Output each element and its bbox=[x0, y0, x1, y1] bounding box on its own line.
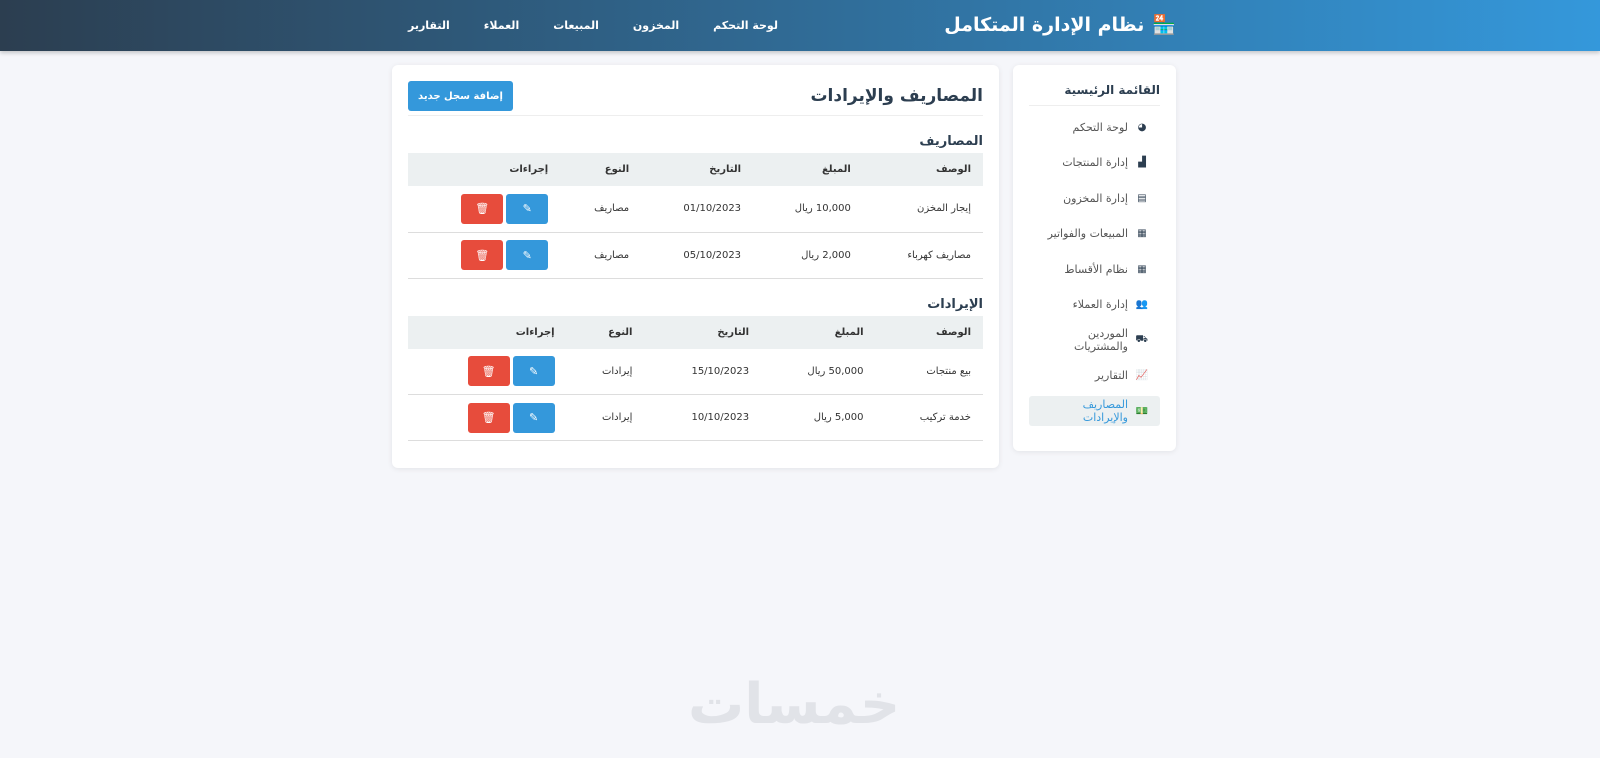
sidebar-item-label: إدارة العملاء bbox=[1072, 298, 1128, 311]
trash-icon: 🗑 bbox=[475, 203, 490, 216]
sidebar-title: القائمة الرئيسية bbox=[1029, 83, 1160, 106]
column-header: الوصف bbox=[862, 153, 983, 186]
edit-button[interactable]: ✎ bbox=[506, 193, 549, 224]
menu-icon: 📈 bbox=[1135, 370, 1148, 381]
table-row: إيجار المخزن 10,000 ريال 01/10/2023 مصاريف ✎… bbox=[408, 186, 983, 233]
delete-button[interactable]: 🗑 bbox=[467, 402, 510, 433]
sidebar-item-label: التقارير bbox=[1094, 369, 1128, 382]
edit-icon: ✎ bbox=[528, 412, 539, 424]
cell: مصاريف bbox=[560, 232, 642, 279]
trash-icon: 🗑 bbox=[481, 365, 496, 378]
menu-icon: ▤ bbox=[1137, 192, 1147, 204]
delete-button[interactable]: 🗑 bbox=[461, 193, 504, 224]
edit-icon: ✎ bbox=[528, 365, 539, 378]
cell: إيجار المخزن bbox=[862, 186, 983, 233]
sidebar-item[interactable]: 👥 إدارة العملاء bbox=[1029, 290, 1160, 320]
cell: 10,000 ريال bbox=[753, 186, 863, 233]
table-row: بيع منتجات 50,000 ريال 15/10/2023 إيرادات ✎ 🗑 bbox=[408, 348, 983, 395]
menu-icon: ▦ bbox=[1137, 263, 1147, 275]
menu-icon: ◕ bbox=[1137, 121, 1147, 133]
cell: 5,000 ريال bbox=[761, 394, 876, 441]
main-panel: المصاريف والإيرادات إضافة سجل جديد المصا… bbox=[392, 65, 999, 468]
sidebar-item-label: المصاريف والإيرادات bbox=[1082, 398, 1128, 424]
column-header: النوع bbox=[566, 315, 645, 349]
column-header: إجراءات bbox=[408, 315, 567, 349]
cell: إيرادات bbox=[566, 348, 645, 395]
column-header: التاريخ bbox=[641, 153, 754, 186]
sidebar: القائمة الرئيسية ◕ لوحة التحكم ▟ إدارة المن… bbox=[1013, 65, 1176, 451]
table-row: مصاريف كهرباء 2,000 ريال 05/10/2023 مصاريف ✎… bbox=[408, 232, 983, 279]
sidebar-item[interactable]: ▤ إدارة المخزون bbox=[1029, 183, 1160, 213]
sidebar-item[interactable]: ▟ إدارة المنتجات bbox=[1029, 148, 1160, 178]
cell: خدمة تركيب bbox=[875, 394, 983, 441]
edit-icon: ✎ bbox=[522, 249, 532, 262]
nav-link[interactable]: المبيعات bbox=[553, 19, 599, 32]
nav-links: لوحة التحكم المخزون المبيعات العملاء التقاري… bbox=[408, 19, 778, 32]
sidebar-item-label: لوحة التحكم bbox=[1072, 120, 1128, 134]
menu-icon: ▦ bbox=[1137, 228, 1147, 239]
edit-button[interactable]: ✎ bbox=[512, 356, 555, 387]
watermark-logo: خمسات bbox=[688, 672, 901, 737]
menu-icon: ▟ bbox=[1138, 157, 1146, 168]
cell: إيرادات bbox=[566, 394, 645, 441]
cell: 15/10/2023 bbox=[644, 348, 762, 395]
menu-icon: ⛟ bbox=[1135, 333, 1148, 345]
menu-icon: 💵 bbox=[1135, 405, 1148, 417]
expenses-table: الوصف المبلغ التاريخ النوع إجراءات إيجار المخ… bbox=[408, 153, 983, 279]
sidebar-item-label: نظام الأقساط bbox=[1064, 262, 1128, 276]
sidebar-item-label: الموردين والمشتريات bbox=[1073, 327, 1128, 353]
sidebar-item[interactable]: ▦ المبيعات والفواتير bbox=[1029, 219, 1160, 249]
cell: 01/10/2023 bbox=[641, 186, 754, 233]
sidebar-item[interactable]: ⛟ الموردين والمشتريات bbox=[1029, 325, 1160, 355]
edit-button[interactable]: ✎ bbox=[506, 240, 549, 270]
column-header: المبلغ bbox=[761, 315, 876, 349]
delete-button[interactable]: 🗑 bbox=[461, 240, 504, 270]
revenues-table: الوصف المبلغ التاريخ النوع إجراءات بيع منتجات… bbox=[408, 315, 983, 441]
sidebar-item-label: إدارة المخزون bbox=[1063, 191, 1128, 205]
cell: مصاريف bbox=[560, 186, 642, 233]
sidebar-item-label: إدارة المنتجات bbox=[1062, 156, 1128, 169]
nav-link[interactable]: المخزون bbox=[632, 19, 680, 32]
cell: بيع منتجات bbox=[875, 348, 983, 395]
sidebar-item[interactable]: ◕ لوحة التحكم bbox=[1029, 112, 1160, 142]
trash-icon: 🗑 bbox=[475, 249, 490, 262]
column-header: التاريخ bbox=[644, 315, 762, 349]
edit-button[interactable]: ✎ bbox=[512, 402, 555, 433]
edit-icon: ✎ bbox=[522, 203, 532, 216]
sidebar-item[interactable]: 📈 التقارير bbox=[1029, 361, 1160, 391]
nav-link[interactable]: لوحة التحكم bbox=[713, 19, 778, 32]
cell: 10/10/2023 bbox=[644, 394, 762, 441]
column-header: النوع bbox=[560, 153, 642, 186]
table-row: خدمة تركيب 5,000 ريال 10/10/2023 إيرادات ✎ 🗑 bbox=[408, 394, 983, 441]
revenues-title: الإيرادات bbox=[927, 296, 983, 312]
nav-link[interactable]: العملاء bbox=[483, 19, 520, 32]
sidebar-item-label: المبيعات والفواتير bbox=[1047, 227, 1128, 240]
sidebar-item[interactable]: 💵 المصاريف والإيرادات bbox=[1029, 396, 1160, 426]
page-title: المصاريف والإيرادات bbox=[810, 86, 983, 106]
cell: 2,000 ريال bbox=[753, 232, 863, 279]
column-header: المبلغ bbox=[753, 153, 863, 186]
delete-button[interactable]: 🗑 bbox=[467, 356, 510, 387]
trash-icon: 🗑 bbox=[481, 412, 496, 424]
store-icon: 🏪 bbox=[1152, 14, 1176, 36]
cell: 50,000 ريال bbox=[761, 348, 876, 395]
nav-link[interactable]: التقارير bbox=[408, 19, 450, 32]
cell: مصاريف كهرباء bbox=[862, 232, 983, 279]
navbar: 🏪 نظام الإدارة المتكامل لوحة التحكم المخزو… bbox=[0, 0, 1600, 51]
add-record-button[interactable]: إضافة سجل جديد bbox=[408, 81, 513, 111]
cell: 05/10/2023 bbox=[641, 232, 754, 279]
column-header: إجراءات bbox=[408, 153, 561, 186]
brand[interactable]: 🏪 نظام الإدارة المتكامل bbox=[944, 13, 1176, 37]
column-header: الوصف bbox=[875, 315, 983, 349]
expenses-title: المصاريف bbox=[919, 134, 983, 149]
menu-icon: 👥 bbox=[1135, 299, 1148, 310]
sidebar-item[interactable]: ▦ نظام الأقساط bbox=[1029, 254, 1160, 284]
